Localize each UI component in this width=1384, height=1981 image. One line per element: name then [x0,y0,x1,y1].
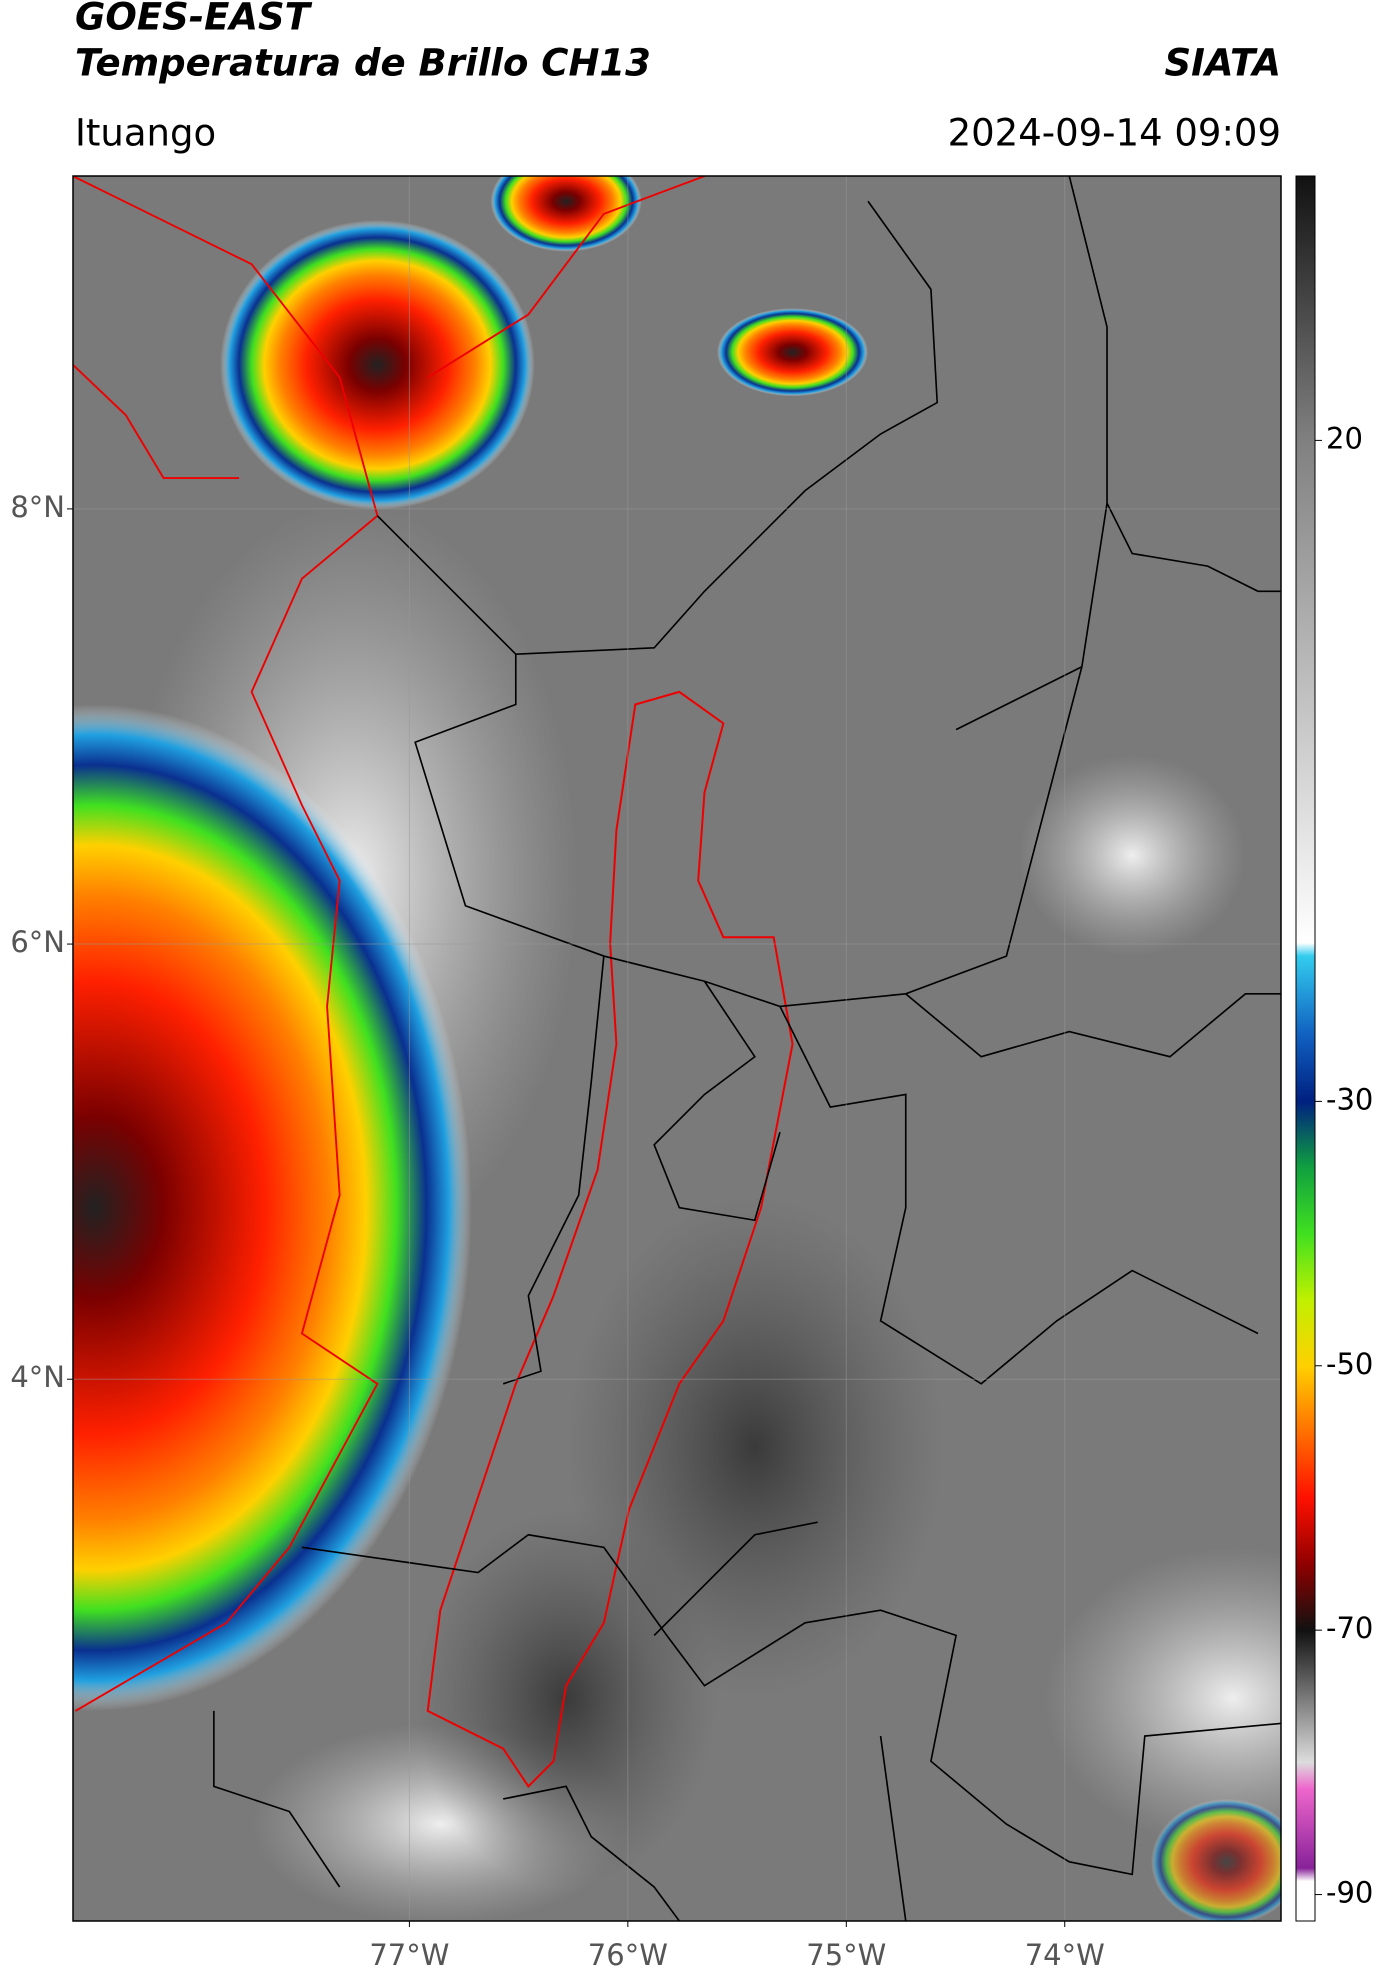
source: SIATA [1164,42,1281,85]
colorbar-tick-label: -90 [1326,1876,1373,1910]
map-frame [72,175,1282,1922]
location: Ituango [75,112,216,155]
datetime: 2024-09-14 09:09 [948,112,1281,155]
lat-tick-label: 6°N [10,925,65,959]
colorbar-tick-label: -30 [1326,1082,1373,1116]
colorbar [1295,175,1316,1922]
subtitle: Temperatura de Brillo CH13 [75,42,651,85]
graticule [73,176,1281,1921]
lon-tick-label: 77°W [369,1938,449,1972]
satellite-image [73,176,1281,1921]
title: GOES-EAST [75,0,313,39]
lon-tick-label: 74°W [1025,1938,1105,1972]
lat-tick-label: 8°N [10,490,65,524]
colorbar-tick-label: -50 [1326,1347,1373,1381]
colorbar-tick-label: 20 [1326,421,1363,455]
lat-tick-label: 4°N [10,1360,65,1394]
lon-tick-label: 75°W [806,1938,886,1972]
lon-tick-label: 76°W [588,1938,668,1972]
colorbar-tick-label: -70 [1326,1611,1373,1645]
